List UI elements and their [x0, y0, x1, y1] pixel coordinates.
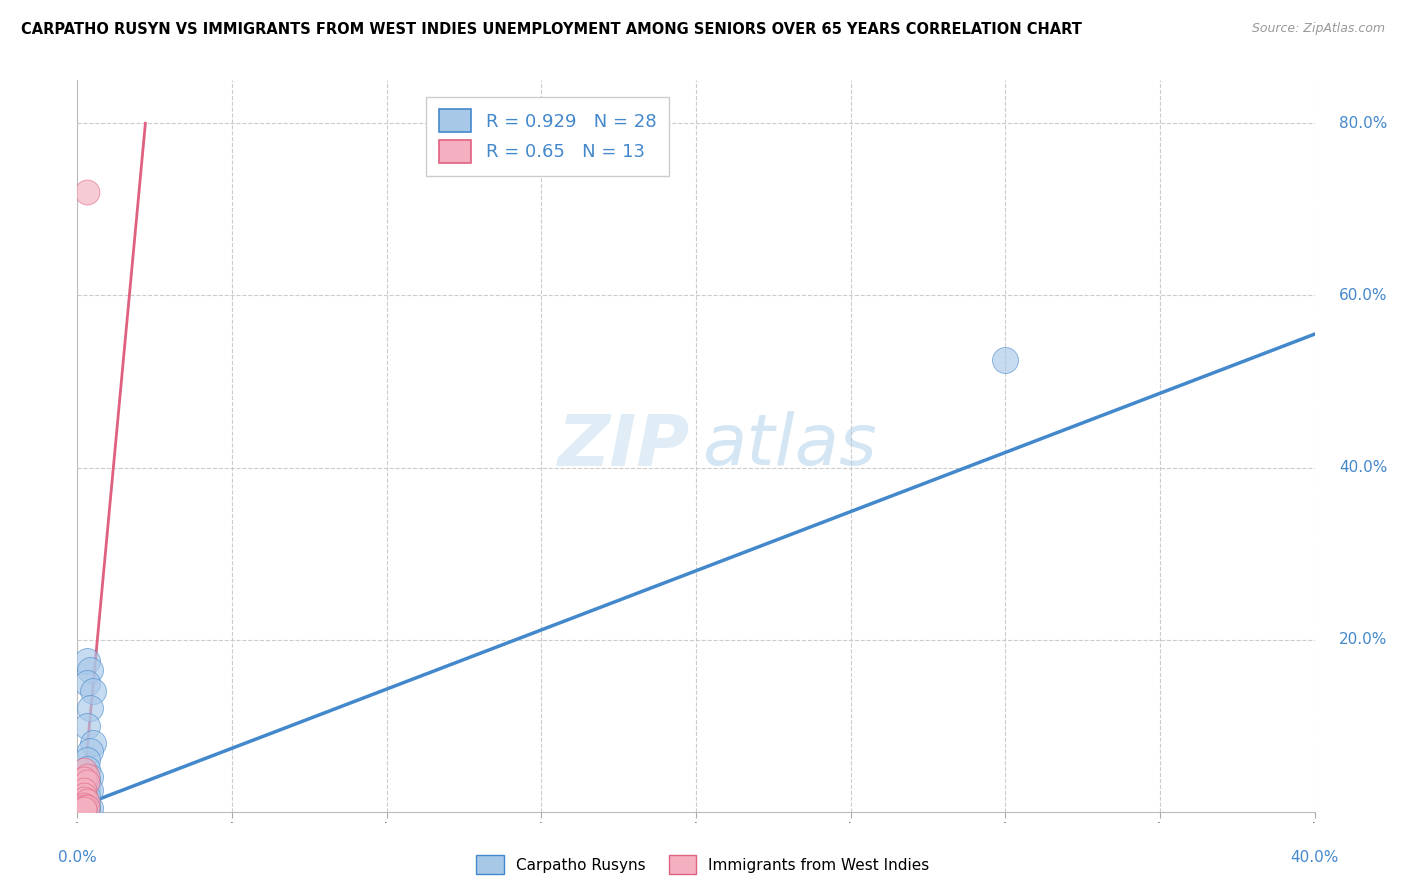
Legend: Carpatho Rusyns, Immigrants from West Indies: Carpatho Rusyns, Immigrants from West In…	[470, 849, 936, 880]
Point	[72, 792, 94, 806]
Point	[76, 802, 98, 816]
Point	[79, 744, 101, 758]
Point	[76, 768, 98, 782]
Point	[76, 780, 98, 795]
Point	[76, 794, 98, 808]
Point	[76, 753, 98, 767]
Point	[72, 764, 94, 778]
Text: 0.0%: 0.0%	[58, 850, 97, 865]
Point	[76, 675, 98, 690]
Point	[76, 796, 98, 810]
Point	[82, 684, 104, 698]
Point	[72, 788, 94, 802]
Point	[72, 772, 94, 786]
Point	[76, 797, 98, 812]
Text: 20.0%: 20.0%	[1340, 632, 1388, 647]
Point	[76, 789, 98, 804]
Point	[76, 719, 98, 733]
Point	[994, 353, 1017, 368]
Point	[76, 775, 98, 789]
Point	[79, 783, 101, 797]
Point	[82, 736, 104, 750]
Point	[76, 800, 98, 814]
Text: CARPATHO RUSYN VS IMMIGRANTS FROM WEST INDIES UNEMPLOYMENT AMONG SENIORS OVER 65: CARPATHO RUSYN VS IMMIGRANTS FROM WEST I…	[21, 22, 1083, 37]
Text: atlas: atlas	[702, 411, 877, 481]
Point	[79, 770, 101, 784]
Text: Source: ZipAtlas.com: Source: ZipAtlas.com	[1251, 22, 1385, 36]
Text: 40.0%: 40.0%	[1291, 850, 1339, 865]
Text: ZIP: ZIP	[558, 411, 690, 481]
Point	[72, 779, 94, 793]
Point	[72, 792, 94, 806]
Text: 80.0%: 80.0%	[1340, 116, 1388, 131]
Point	[79, 801, 101, 815]
Point	[72, 794, 94, 808]
Legend: R = 0.929   N = 28, R = 0.65   N = 13: R = 0.929 N = 28, R = 0.65 N = 13	[426, 96, 669, 176]
Point	[76, 762, 98, 776]
Point	[76, 185, 98, 199]
Point	[79, 663, 101, 677]
Point	[79, 701, 101, 715]
Point	[76, 800, 98, 814]
Point	[72, 799, 94, 814]
Point	[72, 788, 94, 802]
Text: 40.0%: 40.0%	[1340, 460, 1388, 475]
Text: 60.0%: 60.0%	[1340, 288, 1388, 303]
Point	[72, 797, 94, 812]
Point	[72, 797, 94, 812]
Point	[76, 654, 98, 668]
Point	[72, 783, 94, 797]
Point	[72, 799, 94, 814]
Point	[72, 802, 94, 816]
Point	[72, 802, 94, 816]
Point	[76, 772, 98, 786]
